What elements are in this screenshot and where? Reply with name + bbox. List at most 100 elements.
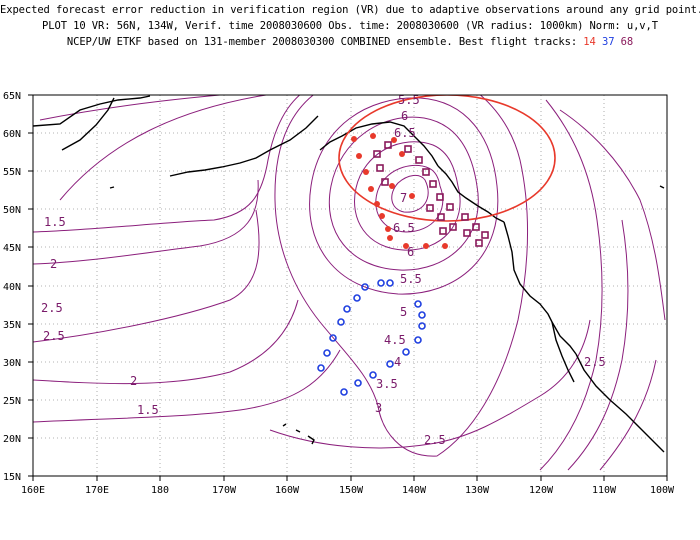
contour-line — [269, 319, 591, 449]
contour-label: 6.5 — [393, 221, 415, 235]
lon-label: 140W — [402, 485, 427, 496]
lon-label: 160W — [275, 485, 300, 496]
track-14-point — [374, 201, 380, 207]
verification-region-circle — [338, 95, 556, 222]
track-68-point — [463, 229, 471, 237]
lon-label: 170W — [212, 485, 237, 496]
contour-label: 3.5 — [376, 377, 398, 391]
track-14-point — [385, 226, 391, 232]
hawaii-1 — [282, 423, 287, 427]
contour-label: 2.5 — [41, 301, 63, 315]
track-37-point — [361, 283, 369, 291]
track-68-point — [384, 141, 392, 149]
track-68-point — [404, 145, 412, 153]
hawaii-2 — [295, 429, 301, 433]
track-37-point — [414, 300, 422, 308]
track-37-point — [418, 311, 426, 319]
coastlines — [33, 95, 665, 453]
track-68-point — [472, 223, 480, 231]
contour-line — [59, 95, 270, 201]
track-14-point — [442, 243, 448, 249]
flight-track-37 — [317, 279, 426, 396]
lon-label: 120W — [529, 485, 554, 496]
contour-label: 2.5 — [584, 355, 606, 369]
lon-label: 150W — [339, 485, 364, 496]
track-68-point — [381, 178, 389, 186]
track-14-point — [403, 243, 409, 249]
kamchatka — [61, 97, 115, 151]
lon-label: 130W — [465, 485, 490, 496]
track-14-point — [363, 169, 369, 175]
track-37-point — [402, 348, 410, 356]
track-14-point — [409, 193, 415, 199]
flight-track-68 — [373, 141, 489, 247]
contour-label: 5 — [400, 305, 407, 319]
title-line-2: PLOT 10 VR: 56N, 134W, Verif. time 20080… — [42, 20, 658, 32]
track-68-point — [481, 231, 489, 239]
contour-line — [33, 349, 341, 423]
contour-line — [599, 359, 657, 471]
latitude-labels: 65N 60N 55N 50N 45N 40N 35N 30N 25N 20N … — [3, 91, 21, 483]
contour-line — [539, 99, 603, 471]
track-37-point — [340, 388, 348, 396]
longitude-labels: 160E 170E 180 170W 160W 150W 140W 130W 1… — [21, 485, 675, 496]
track-37-point — [377, 279, 385, 287]
title-line-1: Expected forecast error reduction in ver… — [0, 4, 700, 16]
track-37-point — [353, 294, 361, 302]
lat-label: 55N — [3, 167, 21, 178]
contour-label: 2 — [130, 374, 137, 388]
flight-track-14 — [351, 133, 448, 249]
track-37-point — [386, 279, 394, 287]
contour-line — [329, 116, 479, 271]
contour-label: 5.5 — [398, 93, 420, 107]
track-14-point — [423, 243, 429, 249]
contour-label: 1.5 — [44, 215, 66, 229]
lat-label: 60N — [3, 129, 21, 140]
title-block: Expected forecast error reduction in ver… — [0, 2, 700, 50]
contour-label: 4.5 — [384, 333, 406, 347]
contour-line — [33, 209, 260, 343]
track-14-point — [370, 133, 376, 139]
lon-label: 170E — [85, 485, 109, 496]
contour-line — [39, 95, 226, 121]
track-37-point — [414, 336, 422, 344]
small-island-2 — [659, 185, 665, 189]
track-14-point — [399, 151, 405, 157]
hawaii-3 — [307, 435, 315, 445]
contour-line — [309, 97, 499, 295]
track-68-point — [436, 193, 444, 201]
track-68-point — [475, 239, 483, 247]
lat-label: 50N — [3, 205, 21, 216]
track-37-point — [337, 318, 345, 326]
mexico-coast — [575, 353, 665, 453]
track-68-label: 68 — [620, 36, 634, 48]
contour-label: 7 — [400, 191, 407, 205]
lon-label: 180 — [151, 485, 169, 496]
contour-line — [33, 299, 299, 385]
lon-label: 100W — [650, 485, 675, 496]
lat-label: 45N — [3, 243, 21, 254]
lat-label: 40N — [3, 282, 21, 293]
lat-label: 30N — [3, 358, 21, 369]
contour-label: 2 — [50, 257, 57, 271]
track-37-point — [418, 322, 426, 330]
small-island-1 — [109, 186, 115, 189]
contour-line — [33, 95, 301, 233]
lat-label: 65N — [3, 91, 21, 102]
lat-label: 25N — [3, 396, 21, 407]
error-reduction-contours — [33, 95, 666, 471]
track-37-point — [354, 379, 362, 387]
alaska-coast — [319, 121, 439, 167]
track-68-point — [439, 227, 447, 235]
contour-label: 4 — [394, 355, 401, 369]
track-68-point — [422, 168, 430, 176]
contour-line — [375, 164, 444, 233]
contour-label: 6.5 — [394, 126, 416, 140]
axis-ticks — [28, 94, 668, 481]
west-coast — [503, 221, 577, 355]
track-68-point — [373, 150, 381, 158]
track-37-point — [329, 334, 337, 342]
contour-line — [567, 219, 629, 471]
track-14-point — [368, 186, 374, 192]
